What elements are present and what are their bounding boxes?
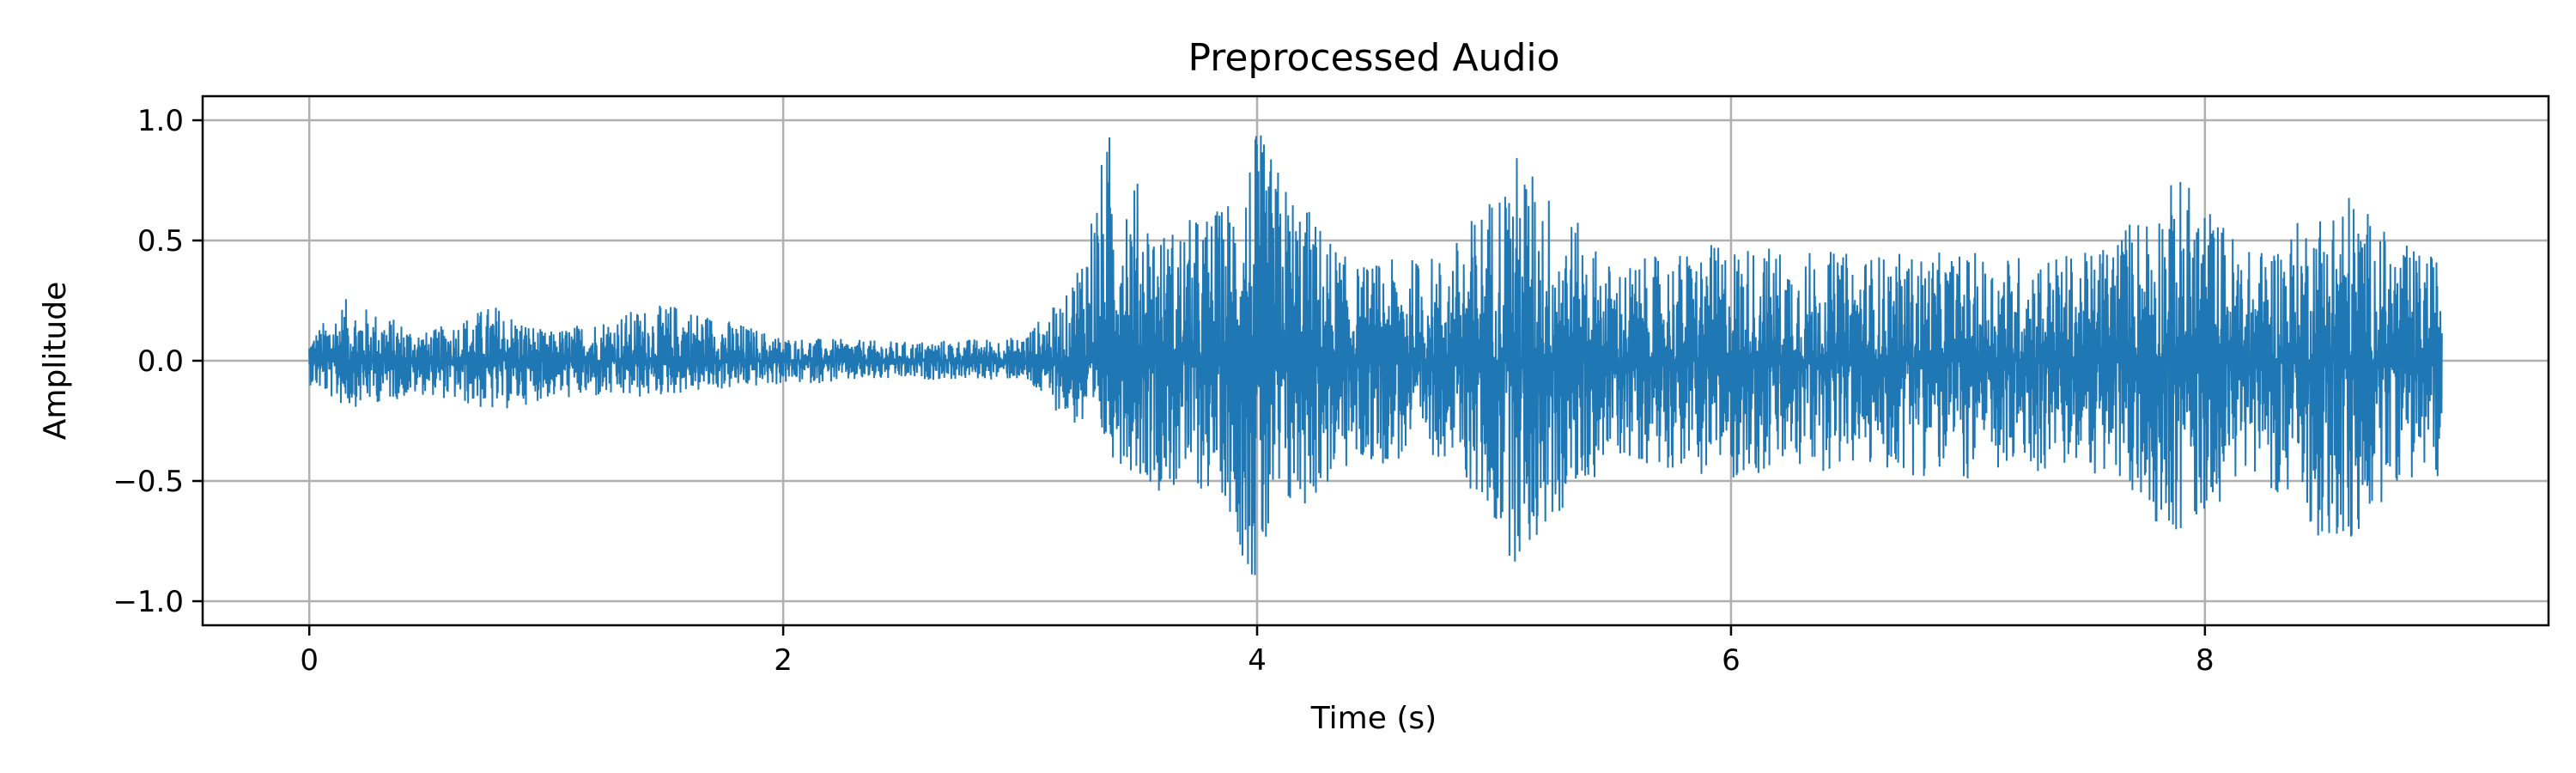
x-tick-label: 0 [300, 643, 319, 678]
y-tick-label: 0.0 [137, 344, 184, 379]
x-tick-label: 2 [774, 643, 793, 678]
y-tick-label: 0.5 [137, 224, 184, 259]
y-axis-label: Amplitude [38, 282, 73, 440]
y-tick-label: −1.0 [112, 585, 184, 619]
y-tick-label: −0.5 [112, 465, 184, 499]
chart-title: Preprocessed Audio [1188, 36, 1559, 80]
plot-area [308, 135, 2443, 575]
x-axis-label: Time (s) [1310, 701, 1437, 736]
x-tick-label: 6 [1722, 643, 1741, 678]
x-tick-label: 4 [1248, 643, 1267, 678]
y-tick-label: 1.0 [137, 104, 184, 138]
axis-ticks: 0 2 4 6 8 1.0 0.5 0.0 −0.5 −1.0 [112, 104, 2214, 678]
waveform-series [308, 135, 2443, 575]
x-tick-label: 8 [2196, 643, 2215, 678]
